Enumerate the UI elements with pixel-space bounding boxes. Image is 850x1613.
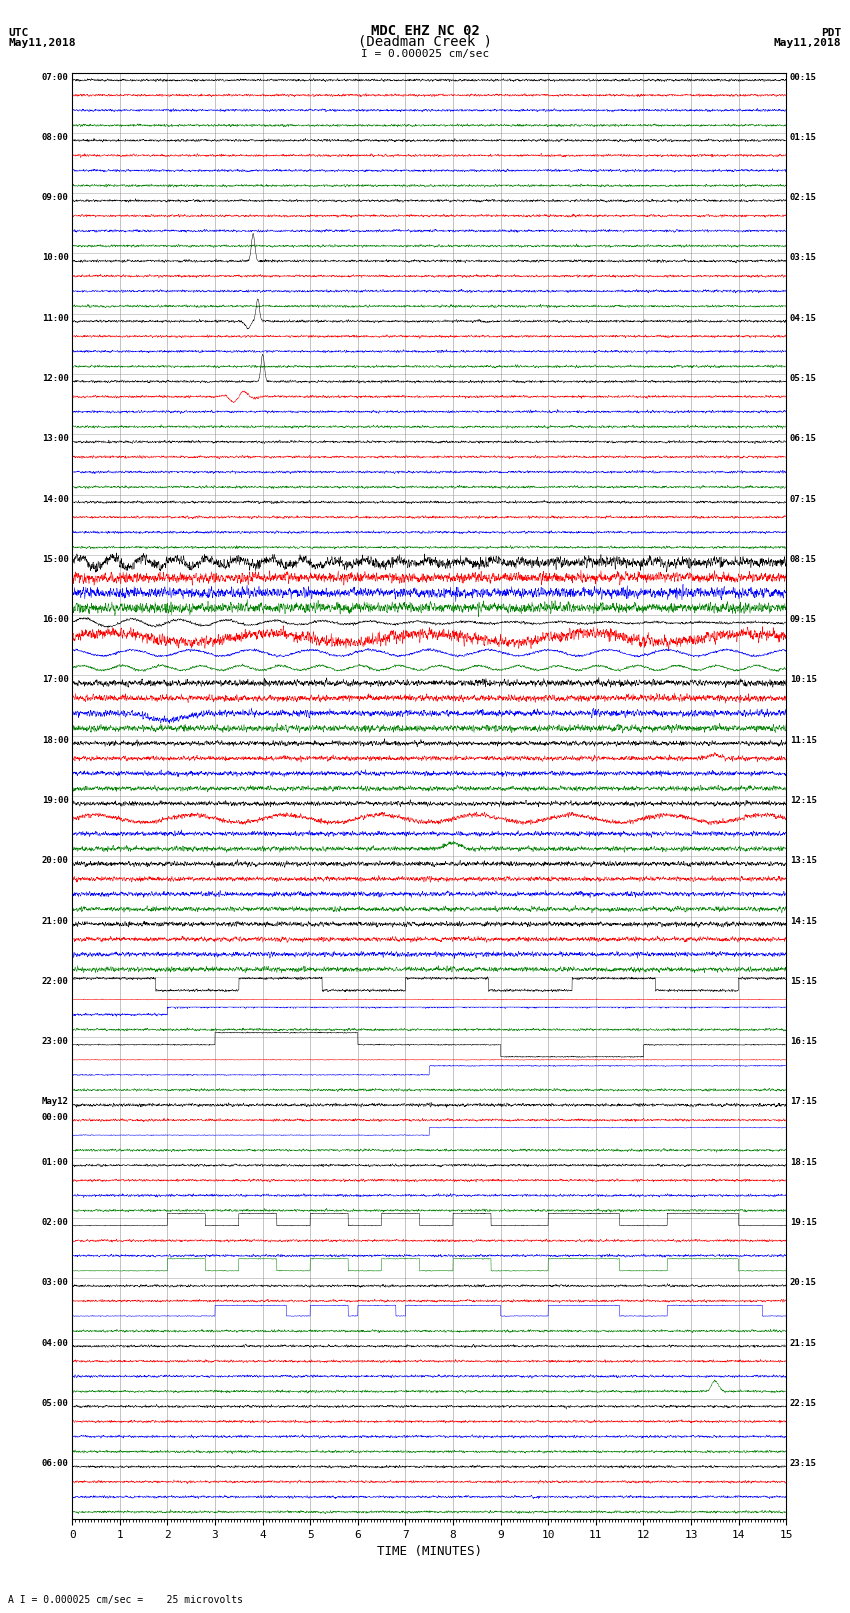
Text: 04:00: 04:00 [42,1339,69,1347]
Text: 21:00: 21:00 [42,916,69,926]
Text: May12: May12 [42,1097,69,1107]
Text: 15:15: 15:15 [790,977,817,986]
Text: PDT: PDT [821,27,842,37]
Text: 11:15: 11:15 [790,736,817,745]
Text: 04:15: 04:15 [790,313,817,323]
Text: 06:15: 06:15 [790,434,817,444]
Text: 23:15: 23:15 [790,1460,817,1468]
Text: 07:00: 07:00 [42,73,69,82]
Text: 12:00: 12:00 [42,374,69,382]
Text: 02:00: 02:00 [42,1218,69,1227]
Text: 13:15: 13:15 [790,857,817,865]
Text: 20:15: 20:15 [790,1277,817,1287]
Text: 15:00: 15:00 [42,555,69,565]
Text: 12:15: 12:15 [790,797,817,805]
Text: 02:15: 02:15 [790,194,817,202]
Text: 03:15: 03:15 [790,253,817,263]
Text: 00:00: 00:00 [42,1113,69,1121]
Text: 05:15: 05:15 [790,374,817,382]
Text: 22:15: 22:15 [790,1398,817,1408]
Text: 17:00: 17:00 [42,676,69,684]
Text: 19:00: 19:00 [42,797,69,805]
Text: 23:00: 23:00 [42,1037,69,1047]
Text: 05:00: 05:00 [42,1398,69,1408]
X-axis label: TIME (MINUTES): TIME (MINUTES) [377,1545,482,1558]
Text: May11,2018: May11,2018 [774,39,842,48]
Text: 19:15: 19:15 [790,1218,817,1227]
Text: 10:15: 10:15 [790,676,817,684]
Text: 14:15: 14:15 [790,916,817,926]
Text: 07:15: 07:15 [790,495,817,503]
Text: 01:00: 01:00 [42,1158,69,1166]
Text: MDC EHZ NC 02: MDC EHZ NC 02 [371,24,479,37]
Text: 00:15: 00:15 [790,73,817,82]
Text: 22:00: 22:00 [42,977,69,986]
Text: 06:00: 06:00 [42,1460,69,1468]
Text: 20:00: 20:00 [42,857,69,865]
Text: 13:00: 13:00 [42,434,69,444]
Text: 14:00: 14:00 [42,495,69,503]
Text: I = 0.000025 cm/sec: I = 0.000025 cm/sec [361,48,489,58]
Text: 16:00: 16:00 [42,615,69,624]
Text: 10:00: 10:00 [42,253,69,263]
Text: 03:00: 03:00 [42,1277,69,1287]
Text: May11,2018: May11,2018 [8,39,76,48]
Text: 18:00: 18:00 [42,736,69,745]
Text: A I = 0.000025 cm/sec =    25 microvolts: A I = 0.000025 cm/sec = 25 microvolts [8,1595,243,1605]
Text: 16:15: 16:15 [790,1037,817,1047]
Text: 11:00: 11:00 [42,313,69,323]
Text: 09:15: 09:15 [790,615,817,624]
Text: UTC: UTC [8,27,29,37]
Text: 01:15: 01:15 [790,132,817,142]
Text: 17:15: 17:15 [790,1097,817,1107]
Text: 08:00: 08:00 [42,132,69,142]
Text: 18:15: 18:15 [790,1158,817,1166]
Text: 21:15: 21:15 [790,1339,817,1347]
Text: (Deadman Creek ): (Deadman Creek ) [358,34,492,48]
Text: 09:00: 09:00 [42,194,69,202]
Text: 08:15: 08:15 [790,555,817,565]
